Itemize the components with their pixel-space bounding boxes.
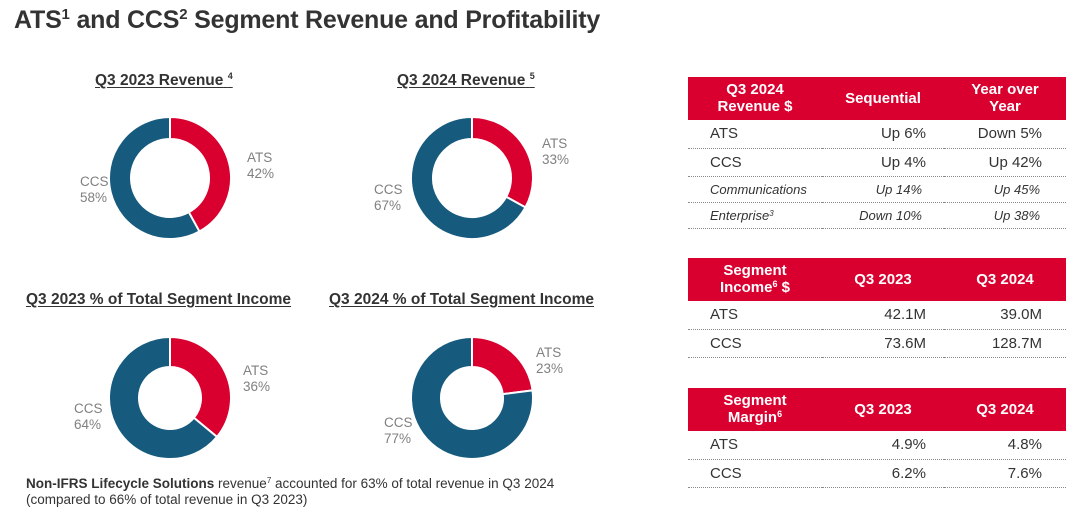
header-segment-income: Segment Income6 $	[688, 258, 822, 301]
yoy-value: Up 42%	[944, 148, 1066, 177]
q3-2023-value: 73.6M	[822, 329, 944, 358]
chart-title-q3-2023-revenue: Q3 2023 Revenue 4	[95, 71, 233, 90]
sequential-value: Up 6%	[822, 120, 944, 149]
row-label: ATS	[688, 301, 822, 330]
q3-2023-value: 6.2%	[822, 459, 944, 488]
page-title: ATS1 and CCS2 Segment Revenue and Profit…	[14, 6, 601, 34]
donut-slice-ccs	[108, 335, 219, 460]
header-q3-2024: Q3 2024	[944, 258, 1066, 301]
donut-slice-ccs	[410, 335, 534, 460]
q3-2024-value: 7.6%	[944, 459, 1066, 488]
yoy-value: Up 38%	[944, 202, 1066, 229]
donut-slice-ccs	[108, 115, 201, 240]
slice-label-ccs-name: CCS	[74, 401, 103, 416]
slice-label-ats-percent: 42%	[247, 166, 274, 181]
slice-label-ats-name: ATS	[243, 363, 268, 378]
donut-slice-ccs	[410, 115, 527, 240]
row-label: Communications	[688, 176, 822, 203]
table-row: Enterprise3 Down 10% Up 38%	[688, 202, 1066, 229]
table-row: Communications Up 14% Up 45%	[688, 176, 1066, 203]
slice-label-ccs-percent: 64%	[74, 417, 101, 432]
table-row: CCS 73.6M 128.7M	[688, 329, 1066, 358]
yoy-value: Down 5%	[944, 120, 1066, 149]
slice-label-ccs-name: CCS	[374, 182, 403, 197]
row-label: Enterprise3	[688, 202, 822, 229]
chart-title-q3-2024-revenue: Q3 2024 Revenue 5	[397, 71, 535, 90]
header-sequential: Sequential	[822, 77, 944, 120]
slice-label-ats-percent: 36%	[243, 379, 270, 394]
row-label: ATS	[688, 120, 822, 149]
table-header-row: Segment Income6 $ Q3 2023 Q3 2024	[688, 258, 1066, 301]
q3-2024-value: 4.8%	[944, 431, 1066, 460]
slice-label-ccs-name: CCS	[80, 174, 109, 189]
slice-label-ccs-percent: 67%	[374, 198, 401, 213]
slice-label-ccs-percent: 77%	[384, 431, 411, 446]
slice-label-ccs-percent: 58%	[80, 190, 107, 205]
donut-slice-ats	[471, 335, 534, 396]
sequential-value: Down 10%	[822, 202, 944, 229]
q3-2023-value: 42.1M	[822, 301, 944, 330]
sequential-value: Up 14%	[822, 176, 944, 203]
slice-label-ats-percent: 23%	[536, 361, 563, 376]
segment-margin-table: Segment Margin6 Q3 2023 Q3 2024 ATS 4.9% …	[688, 388, 1066, 488]
donut-slice-ats	[471, 115, 534, 209]
chart-title-q3-2024-segment-income: Q3 2024 % of Total Segment Income	[329, 291, 595, 308]
donut-slice-ats	[169, 335, 232, 439]
slice-label-ats-name: ATS	[247, 150, 272, 165]
table-row: CCS 6.2% 7.6%	[688, 459, 1066, 488]
q3-2023-value: 4.9%	[822, 431, 944, 460]
header-q3-2023: Q3 2023	[822, 258, 944, 301]
row-label: CCS	[688, 459, 822, 488]
revenue-change-table: Q3 2024 Revenue $ Sequential Year over Yea…	[688, 77, 1066, 229]
table-row: ATS 42.1M 39.0M	[688, 301, 1066, 330]
slice-label-ccs-name: CCS	[384, 415, 413, 430]
table-header-row: Segment Margin6 Q3 2023 Q3 2024	[688, 388, 1066, 431]
row-label: CCS	[688, 148, 822, 177]
yoy-value: Up 45%	[944, 176, 1066, 203]
table-row: CCS Up 4% Up 42%	[688, 148, 1066, 177]
chart-title-q3-2023-segment-income: Q3 2023 % of Total Segment Income	[26, 291, 292, 308]
table-header-row: Q3 2024 Revenue $ Sequential Year over Yea…	[688, 77, 1066, 120]
sequential-value: Up 4%	[822, 148, 944, 177]
table-row: ATS Up 6% Down 5%	[688, 120, 1066, 149]
row-label: CCS	[688, 329, 822, 358]
header-q3-2023: Q3 2023	[822, 388, 944, 431]
row-label: ATS	[688, 431, 822, 460]
header-q3-2024-revenue: Q3 2024 Revenue $	[688, 77, 822, 120]
header-segment-margin: Segment Margin6	[688, 388, 822, 431]
lifecycle-solutions-footnote: Non-IFRS Lifecycle Solutions revenue7 ac…	[26, 476, 555, 507]
donut-slice-ats	[169, 115, 232, 233]
header-year-over-year: Year over Year	[944, 77, 1066, 120]
slice-label-ats-percent: 33%	[542, 152, 569, 167]
table-row: ATS 4.9% 4.8%	[688, 431, 1066, 460]
q3-2024-value: 128.7M	[944, 329, 1066, 358]
header-q3-2024: Q3 2024	[944, 388, 1066, 431]
slice-label-ats-name: ATS	[536, 345, 561, 360]
q3-2024-value: 39.0M	[944, 301, 1066, 330]
slice-label-ats-name: ATS	[542, 136, 567, 151]
segment-income-table: Segment Income6 $ Q3 2023 Q3 2024 ATS 42.…	[688, 258, 1066, 358]
